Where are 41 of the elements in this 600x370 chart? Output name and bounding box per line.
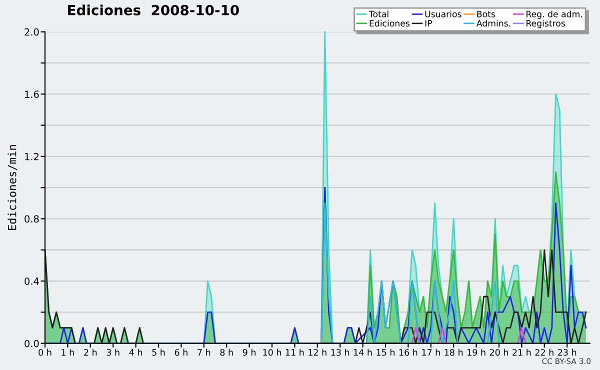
legend-label: Admins. — [476, 20, 510, 27]
x-tick-label: 13 h — [331, 348, 350, 356]
legend-label: Registros — [526, 20, 565, 28]
y-tick-label: 1.6 — [25, 90, 39, 98]
legend-label: Bots — [477, 10, 496, 18]
y-tick-label: 1.2 — [25, 152, 38, 160]
x-tick-label: 18 h — [444, 348, 463, 356]
x-tick-label: 1 h — [62, 348, 74, 356]
y-axis-title: Ediciones/min — [8, 145, 18, 230]
x-tick-label: 7 h — [198, 348, 210, 356]
legend-label: Ediciones — [370, 20, 410, 27]
x-tick-label: 14 h — [354, 348, 372, 356]
legend-label: IP — [425, 20, 432, 26]
x-tick-label: 22 h — [535, 348, 554, 356]
chart-title: Ediciones 2008-10-10 — [68, 4, 239, 16]
x-tick-label: 4 h — [129, 348, 142, 356]
x-tick-label: 9 h — [242, 348, 256, 356]
x-tick-label: 8 h — [220, 348, 233, 356]
y-tick-label: 2.0 — [24, 28, 39, 36]
x-tick-label: 0 h — [38, 348, 52, 356]
x-tick-label: 15 h — [376, 348, 394, 356]
y-tick-label: 0.0 — [24, 340, 39, 348]
x-tick-label: 21 h — [512, 348, 531, 356]
x-tick-label: 10 h — [263, 348, 281, 356]
legend-label: Usuarios — [425, 10, 462, 18]
x-tick-label: 23 h — [558, 348, 576, 356]
x-tick-label: 16 h — [399, 348, 418, 356]
x-tick-label: 17 h — [422, 348, 440, 356]
x-tick-label: 11 h — [286, 348, 304, 356]
x-tick-label: 12 h — [308, 348, 326, 356]
legend-label: Total — [368, 10, 388, 18]
x-tick-label: 19 h — [468, 348, 486, 356]
y-tick-label: 0.8 — [24, 215, 39, 223]
line-series — [44, 202, 504, 344]
x-tick-label: 5 h — [152, 348, 165, 356]
x-tick-label: 3 h — [106, 348, 120, 356]
x-tick-label: 2 h — [84, 348, 97, 356]
y-tick-label: 0.4 — [24, 278, 39, 285]
legend-label: Reg. de adm. — [526, 10, 582, 20]
x-tick-label: 6 h — [174, 348, 188, 356]
x-tick-label: 20 h — [490, 348, 508, 356]
